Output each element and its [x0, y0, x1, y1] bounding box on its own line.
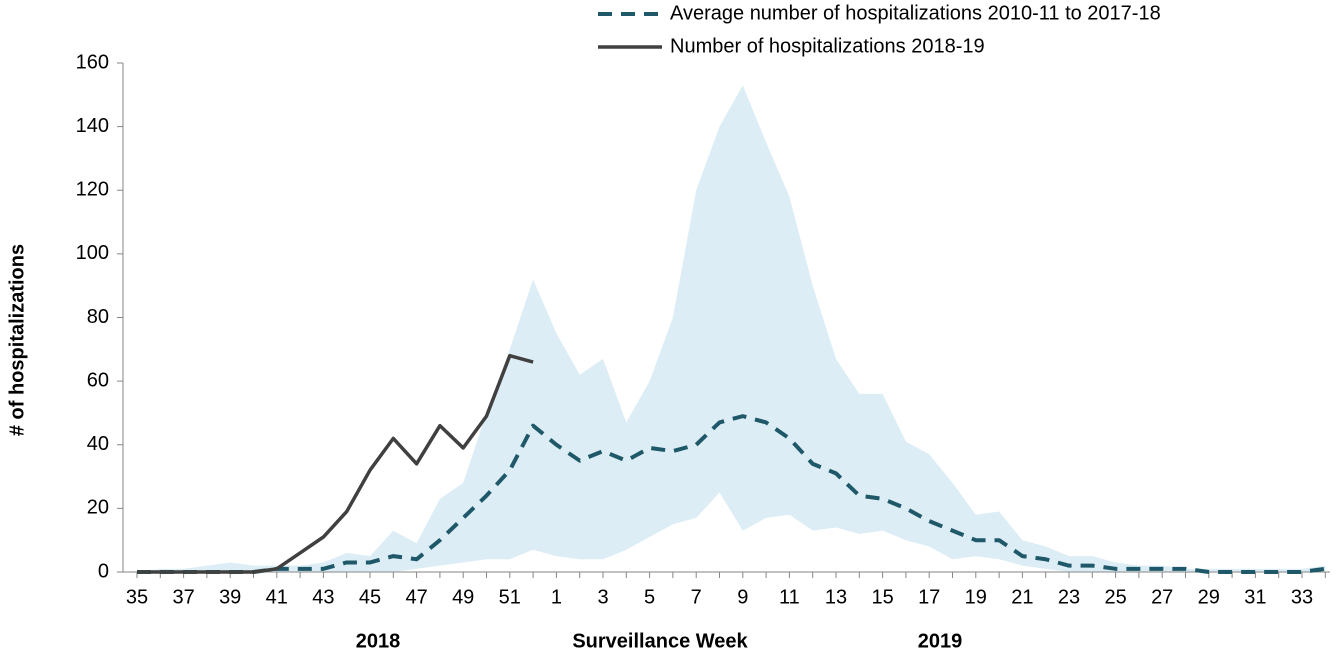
x-tick-label: 7 — [691, 586, 702, 608]
x-tick-label: 45 — [359, 586, 381, 608]
x-tick-label: 19 — [965, 586, 987, 608]
legend-label: Average number of hospitalizations 2010-… — [670, 2, 1161, 24]
x-tick-label: 23 — [1058, 586, 1080, 608]
series-line — [137, 353, 534, 574]
x-tick-label: 37 — [172, 586, 194, 608]
x-tick-label: 25 — [1104, 586, 1126, 608]
x-tick-label: 47 — [405, 586, 427, 608]
annotation: 2018 — [356, 630, 401, 652]
x-tick-label: 21 — [1011, 586, 1033, 608]
series-line — [137, 414, 1326, 574]
x-tick-label: 41 — [266, 586, 288, 608]
y-tick-label: 80 — [87, 306, 109, 328]
x-tick-label: 17 — [918, 586, 940, 608]
x-tick-label: 51 — [499, 586, 521, 608]
x-tick-label: 3 — [597, 586, 608, 608]
y-axis-label: # of hospitalizations — [6, 244, 28, 436]
y-tick-label: 160 — [76, 51, 109, 73]
x-tick-label: 31 — [1244, 586, 1266, 608]
x-tick-label: 11 — [779, 586, 800, 608]
x-tick-label: 39 — [219, 586, 241, 608]
x-tick-label: 29 — [1198, 586, 1220, 608]
y-tick-label: 100 — [76, 242, 109, 264]
x-tick-label: 27 — [1151, 586, 1173, 608]
x-tick-label: 9 — [737, 586, 748, 608]
annotation: 2019 — [918, 630, 963, 652]
y-tick-label: 140 — [76, 115, 109, 137]
y-tick-label: 120 — [76, 179, 109, 201]
y-tick-label: 60 — [87, 369, 109, 391]
x-axis-label: Surveillance Week — [572, 630, 748, 652]
x-tick-label: 5 — [644, 586, 655, 608]
x-tick-label: 15 — [871, 586, 893, 608]
x-tick-label: 35 — [126, 586, 148, 608]
x-tick-label: 1 — [551, 586, 562, 608]
y-tick-label: 20 — [87, 497, 109, 519]
legend-label: Number of hospitalizations 2018-19 — [670, 35, 985, 57]
range-band — [137, 85, 1326, 573]
x-tick-label: 33 — [1291, 586, 1313, 608]
x-tick-label: 43 — [312, 586, 334, 608]
x-tick-label: 49 — [452, 586, 474, 608]
y-tick-label: 40 — [87, 433, 109, 455]
x-tick-label: 13 — [825, 586, 847, 608]
y-tick-label: 0 — [98, 560, 109, 582]
